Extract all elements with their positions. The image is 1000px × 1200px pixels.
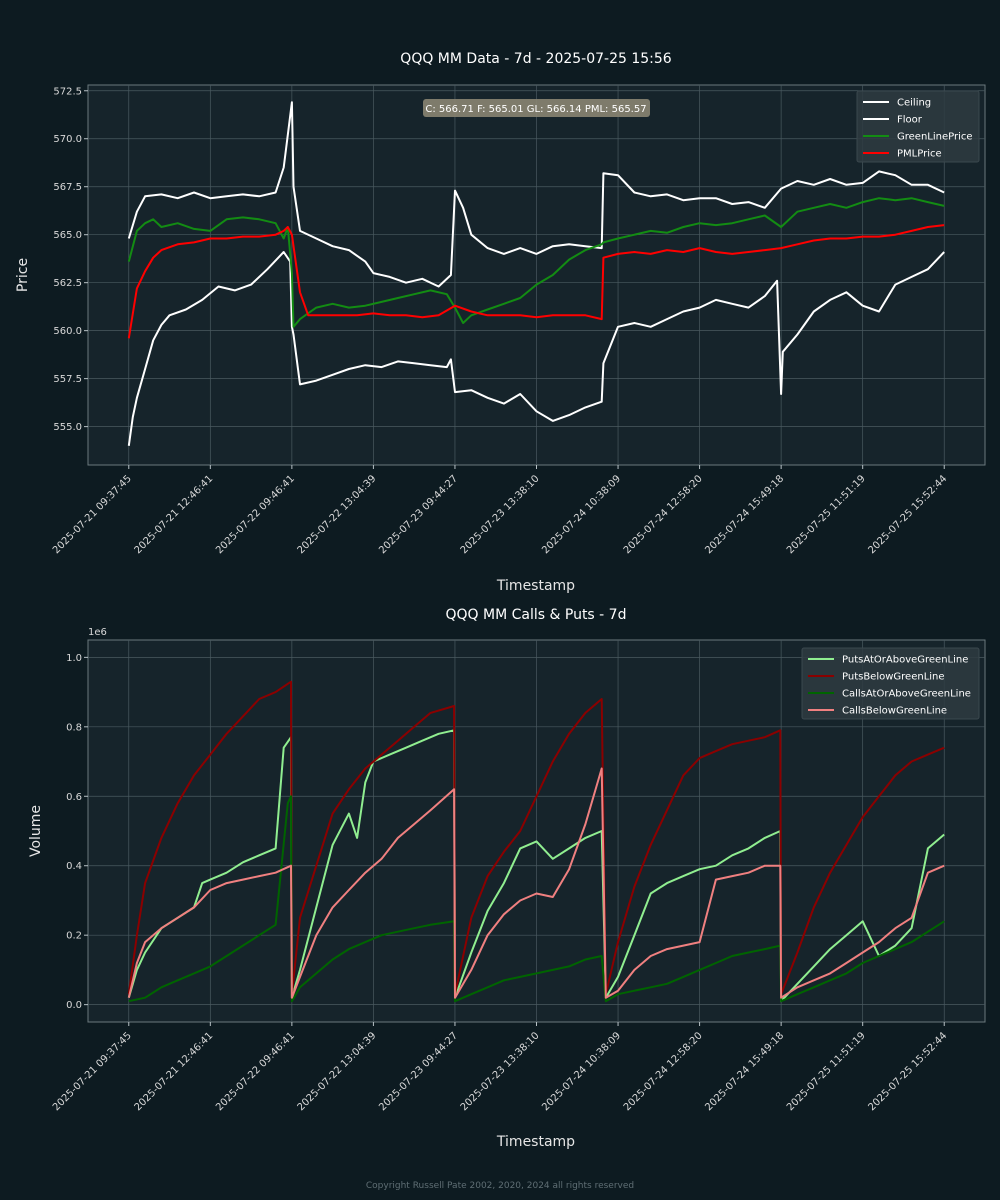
x-tick-label: 2025-07-25 11:51:19 (785, 473, 868, 556)
volume-series-group (127, 680, 945, 1003)
series-line-ceiling (127, 101, 945, 288)
price-grid (88, 85, 985, 465)
legend-label: CallsBelowGreenLine (842, 706, 947, 717)
y-tick-label: 1.0 (66, 653, 82, 664)
legend-label: PMLPrice (897, 149, 942, 160)
volume-y-axis: 0.0 0.2 0.4 0.6 0.8 1.0 (66, 653, 88, 1011)
y-tick-label: 0.8 (66, 722, 82, 733)
y-tick-label: 555.0 (53, 422, 82, 433)
price-legend-box (856, 90, 980, 163)
price-chart: 555.0 557.5 560.0 562.5 565.0 567.5 570.0 572.5… (15, 51, 986, 594)
x-tick-label: 2025-07-24 12:58:20 (622, 1030, 705, 1113)
price-y-axis-label: Price (15, 258, 31, 292)
y-tick-label: 0.2 (66, 931, 82, 942)
x-tick-label: 2025-07-24 12:58:20 (622, 473, 705, 556)
y-tick-label: 0.4 (66, 861, 82, 872)
price-chart-title: QQQ MM Data - 7d - 2025-07-25 15:56 (400, 51, 671, 67)
x-tick-label: 2025-07-21 12:46:41 (133, 1030, 216, 1113)
volume-chart-title: QQQ MM Calls & Puts - 7d (446, 607, 627, 623)
price-annotation-text: C: 566.71 F: 565.01 GL: 566.14 PML: 565.… (425, 104, 646, 115)
x-tick-label: 2025-07-23 13:38:10 (459, 1030, 542, 1113)
y-tick-label: 567.5 (53, 182, 82, 193)
series-line-putsatorabovegreenline (127, 729, 945, 1003)
y-tick-label: 0.6 (66, 792, 82, 803)
x-tick-label: 2025-07-25 15:52:44 (866, 1030, 949, 1113)
x-tick-label: 2025-07-23 09:44:27 (377, 473, 460, 556)
y-tick-label: 557.5 (53, 374, 82, 385)
price-annotation: C: 566.71 F: 565.01 GL: 566.14 PML: 565.… (423, 99, 650, 117)
legend-label: GreenLinePrice (897, 132, 973, 143)
y-tick-label: 0.0 (66, 1000, 82, 1011)
series-line-callsbelowgreenline (127, 767, 945, 999)
x-tick-label: 2025-07-22 09:46:41 (214, 1030, 297, 1113)
x-tick-label: 2025-07-21 09:37:45 (51, 1030, 134, 1113)
y-tick-label: 560.0 (53, 326, 82, 337)
y-tick-label: 572.5 (53, 86, 82, 97)
volume-scale-label: 1e6 (88, 627, 107, 638)
series-line-callsatorabovegreenline (128, 795, 945, 1003)
x-tick-label: 2025-07-22 09:46:41 (214, 473, 297, 556)
series-line-floor (127, 251, 945, 446)
legend-label: PutsBelowGreenLine (842, 672, 945, 683)
volume-chart: 0.00.20.40.60.81.0 2025-07-21 09:37:4520… (28, 607, 986, 1150)
y-tick-label: 570.0 (53, 134, 82, 145)
volume-x-axis-label: Timestamp (496, 1134, 575, 1150)
legend-label: Ceiling (897, 98, 931, 109)
series-line-greenlineprice (127, 197, 945, 328)
price-x-axis-label: Timestamp (496, 578, 575, 594)
legend-label: PutsAtOrAboveGreenLine (842, 655, 968, 666)
x-tick-label: 2025-07-21 12:46:41 (133, 473, 216, 556)
price-annotation-box (423, 99, 650, 117)
price-y-axis: 555.0 557.5 560.0 562.5 565.0 567.5 570.0 572.5 (53, 86, 88, 433)
copyright-footer: Copyright Russell Pate 2002, 2020, 2024 … (366, 1181, 634, 1191)
legend-label: Floor (897, 115, 923, 126)
volume-legend: PutsAtOrAboveGreenLine PutsBelowGreenLine… (801, 647, 980, 720)
series-line-putsbelowgreenline (127, 680, 945, 996)
x-tick-label: 2025-07-25 11:51:19 (785, 1030, 868, 1113)
x-tick-label: 2025-07-24 15:49:18 (703, 473, 786, 556)
x-tick-label: 2025-07-23 13:38:10 (459, 473, 542, 556)
volume-legend-box (801, 647, 980, 720)
price-legend: Ceiling Floor GreenLinePrice PMLPrice (856, 90, 980, 163)
y-tick-label: 565.0 (53, 230, 82, 241)
x-tick-label: 2025-07-22 13:04:39 (296, 1030, 379, 1113)
x-tick-label: 2025-07-24 10:38:09 (540, 473, 623, 556)
y-tick-label: 562.5 (53, 278, 82, 289)
x-tick-label: 2025-07-22 13:04:39 (296, 473, 379, 556)
x-tick-label: 2025-07-23 09:44:27 (377, 1030, 460, 1113)
x-tick-label: 2025-07-25 15:52:44 (866, 473, 949, 556)
x-tick-label: 2025-07-21 09:37:45 (51, 473, 134, 556)
x-tick-label: 2025-07-24 10:38:09 (540, 1030, 623, 1113)
x-tick-label: 2025-07-24 15:49:18 (703, 1030, 786, 1113)
series-line-pmlprice (127, 224, 945, 339)
legend-label: CallsAtOrAboveGreenLine (842, 689, 971, 700)
price-series-group (127, 101, 945, 446)
volume-y-axis-label: Volume (28, 805, 44, 857)
